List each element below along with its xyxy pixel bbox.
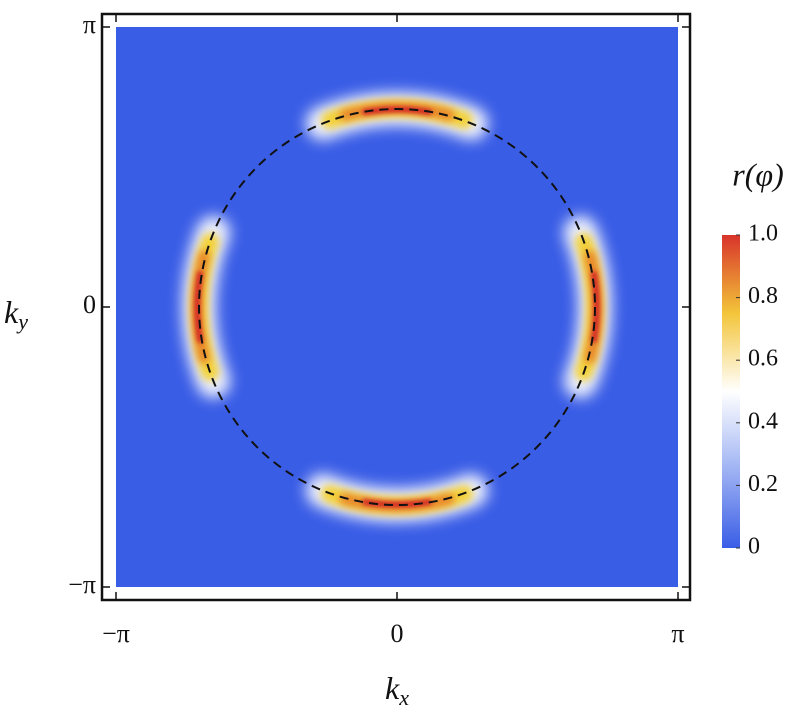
- y-label-sub: y: [16, 309, 28, 334]
- y-tick-label: π: [83, 10, 96, 39]
- colorbar-tick-label: 0.6: [748, 346, 778, 372]
- y-label-base: k: [4, 294, 19, 330]
- colorbar-tick-label: 0.8: [748, 283, 778, 309]
- y-axis-label: ky: [4, 294, 28, 334]
- x-tick-label: π: [671, 619, 684, 648]
- colorbar-tick-label: 0.4: [748, 408, 778, 434]
- colorbar-tick-label: 0: [748, 534, 760, 560]
- x-tick-label: 0: [391, 619, 404, 648]
- x-label-sub: x: [398, 685, 409, 710]
- colorbar: [722, 235, 740, 548]
- x-label-base: k: [385, 670, 400, 706]
- x-axis-label: kx: [385, 670, 409, 710]
- colorbar-tick-label: 0.2: [748, 471, 778, 497]
- y-tick-label: −π: [68, 570, 96, 599]
- heatmap: [116, 27, 678, 587]
- colorbar-label: r(φ): [732, 156, 783, 192]
- y-tick-label: 0: [83, 290, 96, 319]
- colorbar-tick-label: 1.0: [748, 221, 778, 247]
- x-tick-label: −π: [102, 619, 130, 648]
